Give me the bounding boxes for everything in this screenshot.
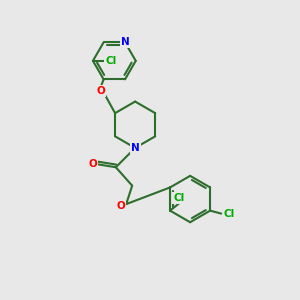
Text: O: O <box>116 201 125 211</box>
Text: Cl: Cl <box>105 56 116 66</box>
Text: N: N <box>131 143 140 153</box>
Text: Cl: Cl <box>224 208 235 219</box>
Text: O: O <box>96 86 105 96</box>
Text: O: O <box>88 159 97 169</box>
Text: Cl: Cl <box>173 193 184 203</box>
Text: N: N <box>121 37 129 47</box>
